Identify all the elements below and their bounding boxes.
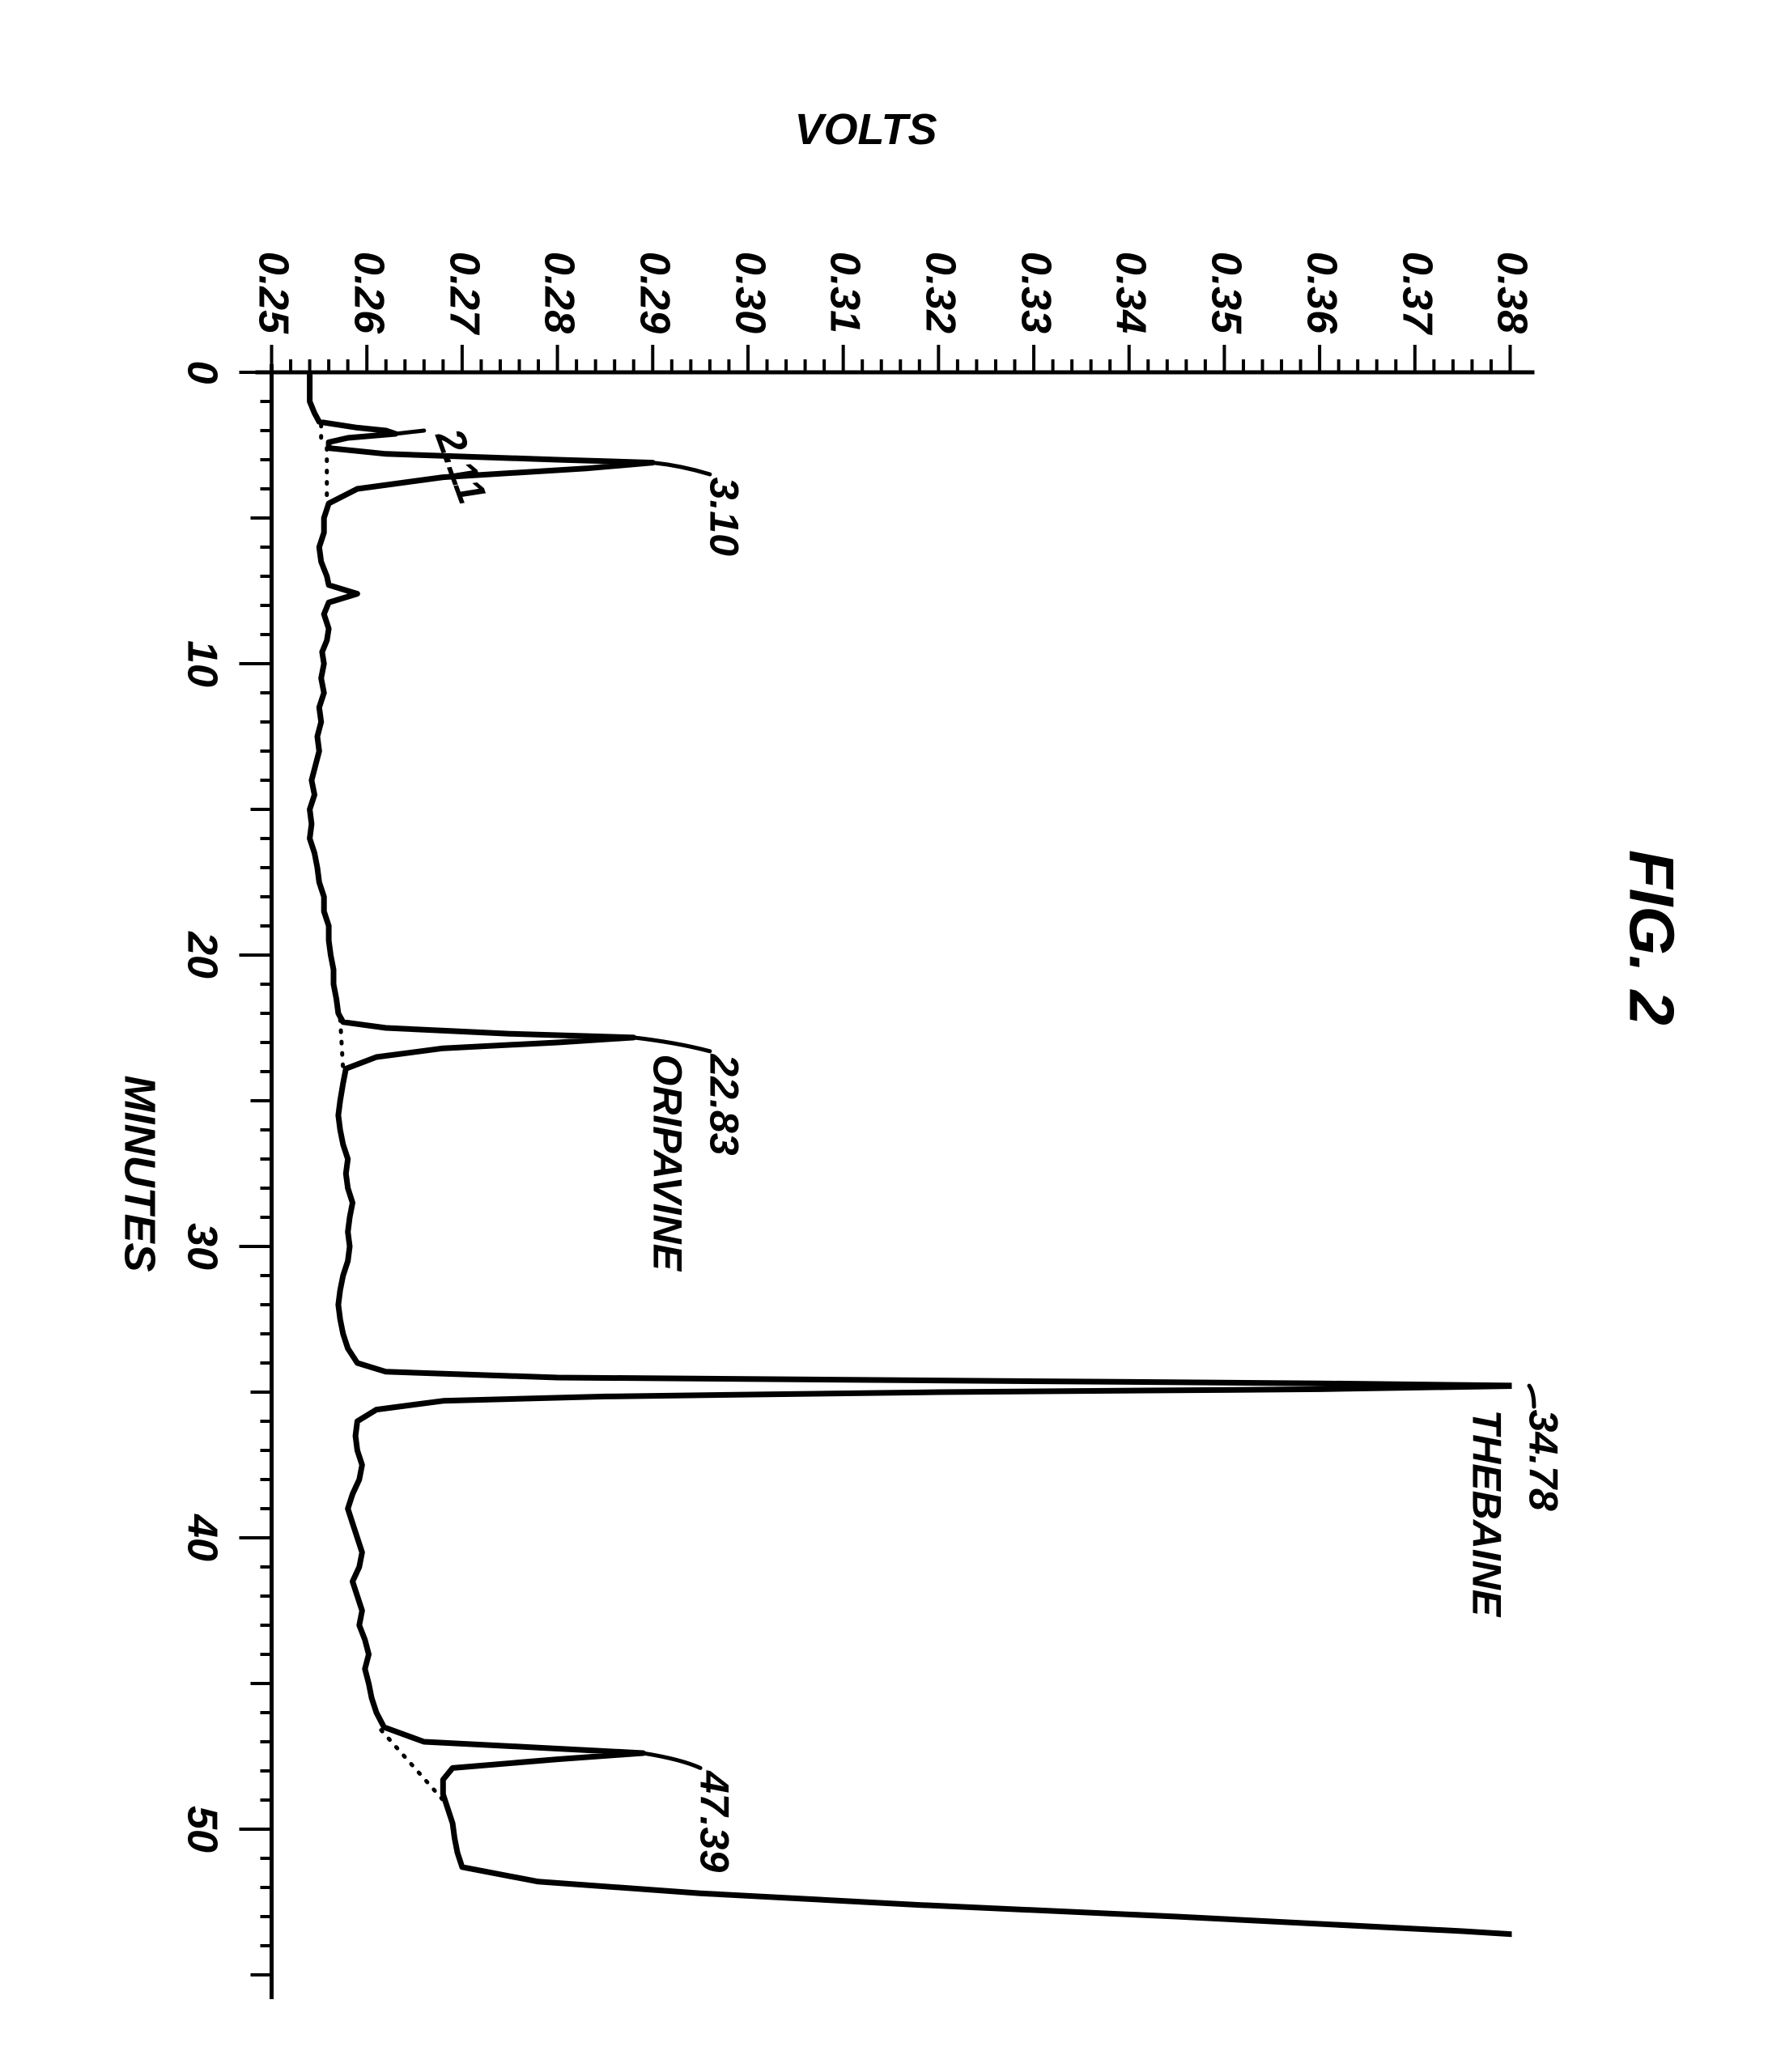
x-tick-label: 40 <box>177 1514 226 1561</box>
chromatogram-trace <box>309 372 1785 1975</box>
y-tick-label: 0.38 <box>1487 252 1536 333</box>
peak-rt-label: 22.83 <box>700 1054 747 1155</box>
y-tick-label: 0.27 <box>440 252 488 333</box>
peak-leader <box>633 1038 709 1051</box>
y-tick-label: 0.28 <box>534 252 583 333</box>
peak-leader <box>1529 1386 1534 1407</box>
x-tick-label: 10 <box>177 640 226 687</box>
x-tick-label: 0 <box>177 361 226 384</box>
y-tick-label: 0.30 <box>725 252 774 333</box>
page-frame: FIG. 2 VOLTS MINUTES 0.250.260.270.280.2… <box>0 0 1785 2072</box>
y-tick-label: 0.33 <box>1011 252 1060 333</box>
baseline-dotted <box>340 1019 343 1068</box>
y-tick-label: 0.31 <box>820 252 869 333</box>
peak-rt-label: 3.10 <box>700 478 747 556</box>
rotated-landscape-container: FIG. 2 VOLTS MINUTES 0.250.260.270.280.2… <box>0 0 1785 2072</box>
peak-rt-label: 34.78 <box>1519 1410 1566 1511</box>
y-tick-label: 0.37 <box>1392 252 1441 333</box>
peak-leader <box>652 463 710 474</box>
x-tick-label: 50 <box>177 1806 226 1853</box>
peak-name-label: THEBAINE <box>1463 1410 1510 1617</box>
x-tick-label: 20 <box>177 932 226 979</box>
y-tick-label: 0.26 <box>344 252 393 333</box>
peak-name-label: ORIPAVINE <box>644 1054 691 1271</box>
peak-leader <box>643 1753 700 1768</box>
y-tick-label: 0.34 <box>1106 252 1154 333</box>
y-tick-label: 0.36 <box>1297 252 1345 333</box>
y-tick-label: 0.32 <box>916 252 964 333</box>
peak-leader <box>395 431 423 434</box>
y-tick-label: 0.35 <box>1201 252 1250 333</box>
peak-rt-label: 47.39 <box>691 1771 737 1872</box>
y-tick-label: 0.29 <box>630 252 678 333</box>
x-tick-label: 30 <box>177 1223 226 1270</box>
y-tick-label: 0.25 <box>249 252 297 333</box>
